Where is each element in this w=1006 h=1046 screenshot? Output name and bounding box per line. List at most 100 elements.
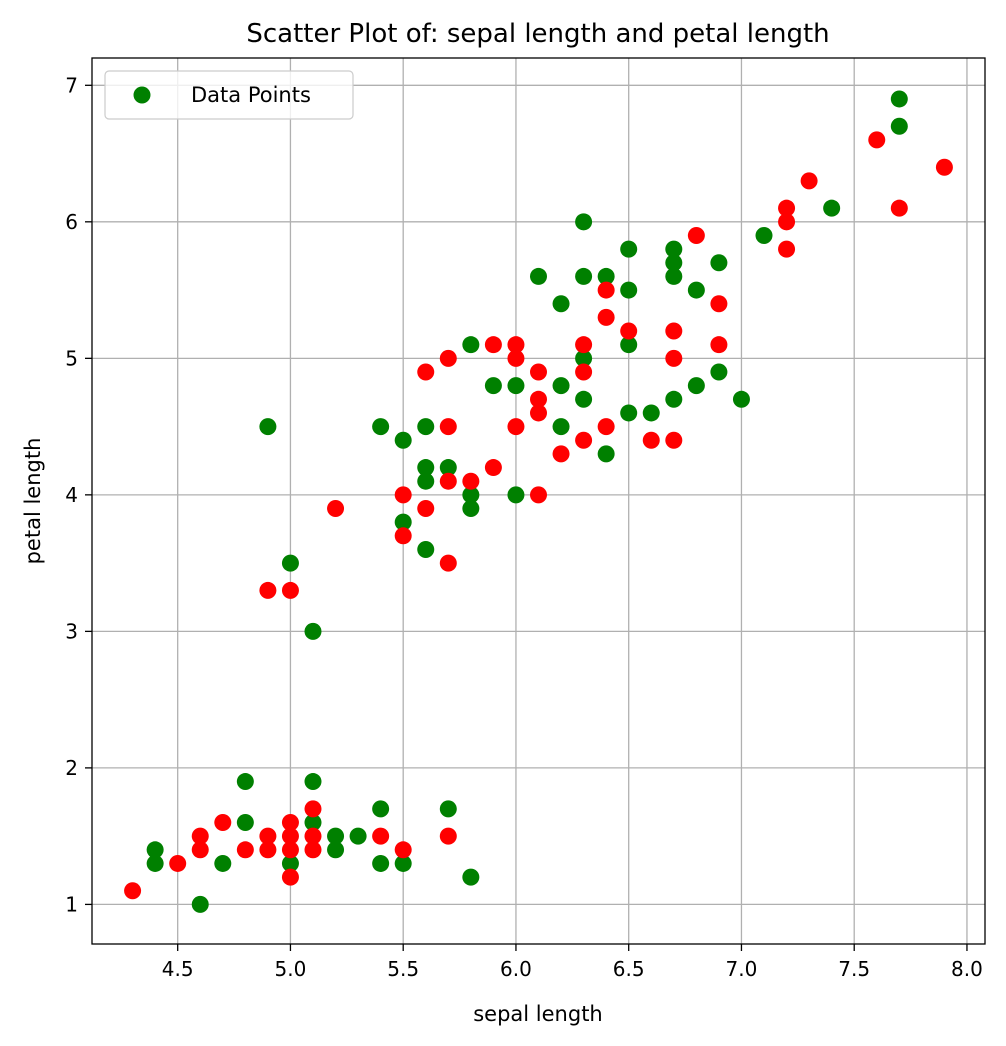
- data-point-green: [214, 854, 232, 872]
- data-point-green: [259, 418, 277, 436]
- data-point-green: [417, 540, 435, 558]
- data-point-red: [710, 295, 728, 313]
- data-point-red: [281, 827, 299, 845]
- data-point-red: [191, 827, 209, 845]
- data-point-green: [665, 390, 683, 408]
- data-point-red: [394, 486, 412, 504]
- data-point-green: [372, 800, 390, 818]
- data-point-red: [304, 841, 322, 859]
- data-point-green: [755, 226, 773, 244]
- data-point-red: [552, 445, 570, 463]
- data-point-green: [665, 240, 683, 258]
- data-point-green: [687, 377, 705, 395]
- data-point-red: [236, 841, 254, 859]
- x-tick-label: 6.5: [613, 957, 645, 981]
- data-point-red: [327, 500, 345, 518]
- data-point-green: [462, 336, 480, 354]
- data-point-green: [890, 90, 908, 108]
- data-point-green: [597, 445, 615, 463]
- y-tick-label: 2: [65, 756, 78, 780]
- data-point-red: [530, 486, 547, 504]
- grid-lines: [92, 58, 985, 944]
- data-points: [124, 90, 953, 913]
- data-point-red: [800, 172, 818, 190]
- data-point-green: [327, 827, 345, 845]
- data-point-red: [710, 336, 728, 354]
- x-axis-ticks: 4.5 5.0 5.5 6.0 6.5 7.0 7.5 8.0: [162, 944, 983, 981]
- legend: Data Points: [104, 70, 354, 120]
- x-tick-label: 5.0: [275, 957, 307, 981]
- data-point-green: [304, 622, 322, 640]
- data-point-green: [236, 813, 254, 831]
- data-point-green: [552, 377, 570, 395]
- data-point-green: [372, 418, 390, 436]
- x-axis-label: sepal length: [473, 1002, 603, 1026]
- data-point-red: [507, 418, 525, 436]
- data-point-red: [281, 841, 299, 859]
- data-point-green: [620, 281, 638, 299]
- data-point-red: [530, 390, 547, 408]
- data-point-red: [890, 199, 908, 217]
- data-point-green: [710, 254, 728, 272]
- data-point-green: [439, 800, 457, 818]
- data-point-red: [665, 349, 683, 367]
- data-point-red: [372, 827, 390, 845]
- data-point-red: [484, 336, 502, 354]
- data-point-red: [665, 431, 683, 449]
- y-tick-label: 4: [65, 483, 78, 507]
- y-tick-label: 6: [65, 210, 78, 234]
- data-point-red: [191, 841, 209, 859]
- data-point-green: [462, 868, 480, 886]
- data-point-green: [327, 841, 345, 859]
- data-point-red: [778, 213, 796, 231]
- data-point-red: [439, 554, 457, 572]
- chart-title: Scatter Plot of: sepal length and petal …: [246, 19, 829, 49]
- data-point-green: [823, 199, 841, 217]
- y-tick-label: 1: [65, 892, 78, 916]
- data-point-green: [575, 213, 593, 231]
- data-point-green: [394, 854, 412, 872]
- data-point-green: [575, 267, 593, 285]
- y-tick-label: 5: [65, 346, 78, 370]
- data-point-green: [530, 267, 547, 285]
- data-point-green: [394, 513, 412, 531]
- data-point-red: [597, 281, 615, 299]
- data-point-red: [439, 418, 457, 436]
- x-tick-label: 8.0: [951, 957, 983, 981]
- data-point-green: [191, 895, 209, 913]
- x-tick-label: 6.0: [500, 957, 532, 981]
- data-point-green: [146, 854, 164, 872]
- data-point-green: [710, 363, 728, 381]
- data-point-green: [417, 418, 435, 436]
- data-point-red: [304, 827, 322, 845]
- data-point-red: [507, 336, 525, 354]
- data-point-red: [530, 404, 547, 422]
- data-point-red: [507, 349, 525, 367]
- data-point-red: [642, 431, 660, 449]
- data-point-red: [259, 827, 277, 845]
- data-point-red: [394, 841, 412, 859]
- data-point-green: [507, 377, 525, 395]
- data-point-green: [890, 117, 908, 135]
- data-point-red: [484, 459, 502, 477]
- data-point-red: [169, 854, 187, 872]
- x-tick-label: 7.0: [726, 957, 758, 981]
- data-point-red: [417, 500, 435, 518]
- data-point-red: [665, 322, 683, 340]
- data-point-green: [439, 459, 457, 477]
- legend-marker: [133, 86, 151, 104]
- legend-label: Data Points: [191, 83, 311, 107]
- data-point-red: [462, 472, 480, 490]
- data-point-green: [484, 377, 502, 395]
- data-point-red: [417, 363, 435, 381]
- data-point-red: [124, 882, 142, 900]
- data-point-red: [778, 240, 796, 258]
- data-point-red: [575, 431, 593, 449]
- data-point-red: [687, 226, 705, 244]
- data-point-green: [687, 281, 705, 299]
- x-tick-label: 4.5: [162, 957, 194, 981]
- data-point-green: [665, 254, 683, 272]
- data-point-green: [281, 554, 299, 572]
- data-point-green: [620, 336, 638, 354]
